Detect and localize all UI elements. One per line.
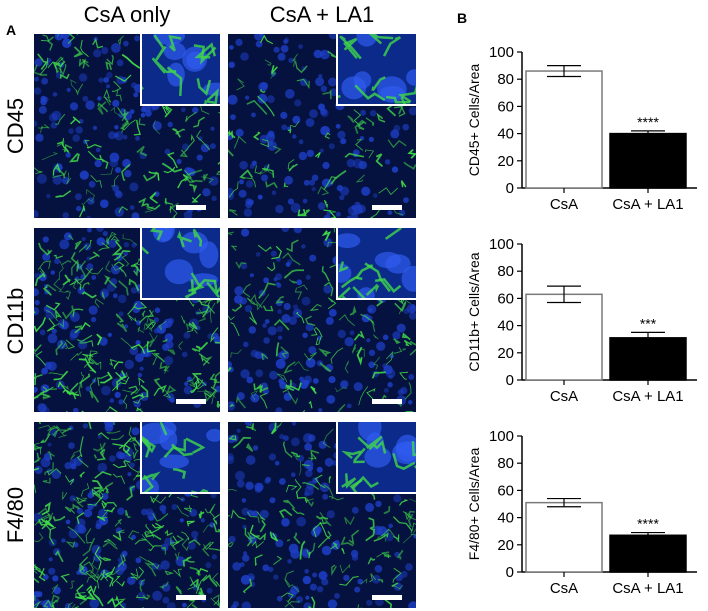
y-tick-label: 40	[497, 510, 514, 527]
zoom-inset	[140, 422, 220, 494]
y-axis-label: CD11b+ Cells/Area	[466, 252, 482, 371]
y-tick-label: 0	[506, 372, 514, 389]
micrograph-cd11b-csa-only	[34, 228, 220, 412]
scale-bar	[176, 399, 206, 404]
micrograph-cd45-csa-only	[34, 34, 220, 218]
significance-label: ****	[637, 114, 659, 130]
y-tick-label: 100	[489, 236, 514, 253]
x-tick-label: CsA + LA1	[612, 196, 683, 213]
zoom-inset	[336, 422, 416, 494]
x-tick-label: CsA + LA1	[612, 388, 683, 405]
panel-b-letter: B	[457, 10, 468, 26]
row-label-cd11b: CD11b	[3, 287, 28, 355]
y-tick-label: 0	[506, 180, 514, 197]
y-tick-label: 40	[497, 318, 514, 335]
y-axis-label: F4/80+ Cells/Area	[466, 448, 482, 561]
y-tick-label: 20	[497, 153, 514, 170]
y-tick-label: 60	[497, 290, 514, 307]
y-tick-label: 80	[497, 455, 514, 472]
panel-a-letter: A	[6, 22, 17, 38]
x-tick-label: CsA	[550, 580, 578, 597]
x-tick-label: CsA	[550, 196, 578, 213]
x-tick-label: CsA	[550, 388, 578, 405]
scale-bar	[372, 205, 402, 210]
y-axis-label: CD45+ Cells/Area	[466, 64, 482, 177]
significance-label: ***	[640, 315, 657, 331]
bar-csa	[525, 70, 603, 189]
bar-csa-la1	[609, 132, 687, 189]
zoom-inset	[140, 34, 220, 106]
y-tick-label: 80	[497, 71, 514, 88]
bar-csa	[525, 501, 603, 573]
y-tick-label: 60	[497, 482, 514, 499]
bar-csa	[525, 293, 603, 381]
column-header-csa-only: CsA only	[83, 2, 171, 27]
y-tick-label: 20	[497, 345, 514, 362]
scale-bar	[372, 399, 402, 404]
x-tick-label: CsA + LA1	[612, 580, 683, 597]
zoom-inset	[140, 228, 220, 300]
bar-chart-panel: 0 20 40 60 80 100 CD45+ Cells/Area CsA **** CsA +…	[466, 44, 697, 597]
column-header-csa-la1: CsA + LA1	[269, 2, 375, 27]
row-label-cd45: CD45	[3, 97, 28, 155]
y-tick-label: 0	[506, 564, 514, 581]
bar-csa-la1	[609, 337, 687, 381]
micrograph-f480-csa-la1	[228, 422, 416, 608]
y-tick-label: 100	[489, 44, 514, 61]
bar-csa-la1	[609, 534, 687, 573]
y-tick-label: 100	[489, 428, 514, 445]
micrograph-cd45-csa-la1	[228, 34, 416, 218]
y-tick-label: 40	[497, 126, 514, 143]
y-tick-label: 80	[497, 263, 514, 280]
scale-bar	[176, 205, 206, 210]
scale-bar	[372, 595, 402, 600]
y-tick-label: 60	[497, 98, 514, 115]
zoom-inset	[336, 34, 416, 106]
zoom-inset	[336, 228, 416, 300]
micrograph-cd11b-csa-la1	[228, 228, 416, 412]
scale-bar	[176, 595, 206, 600]
row-label-f480: F4/80	[3, 486, 28, 544]
significance-label: ****	[637, 516, 659, 532]
y-tick-label: 20	[497, 537, 514, 554]
micrograph-f480-csa-only	[34, 422, 220, 608]
